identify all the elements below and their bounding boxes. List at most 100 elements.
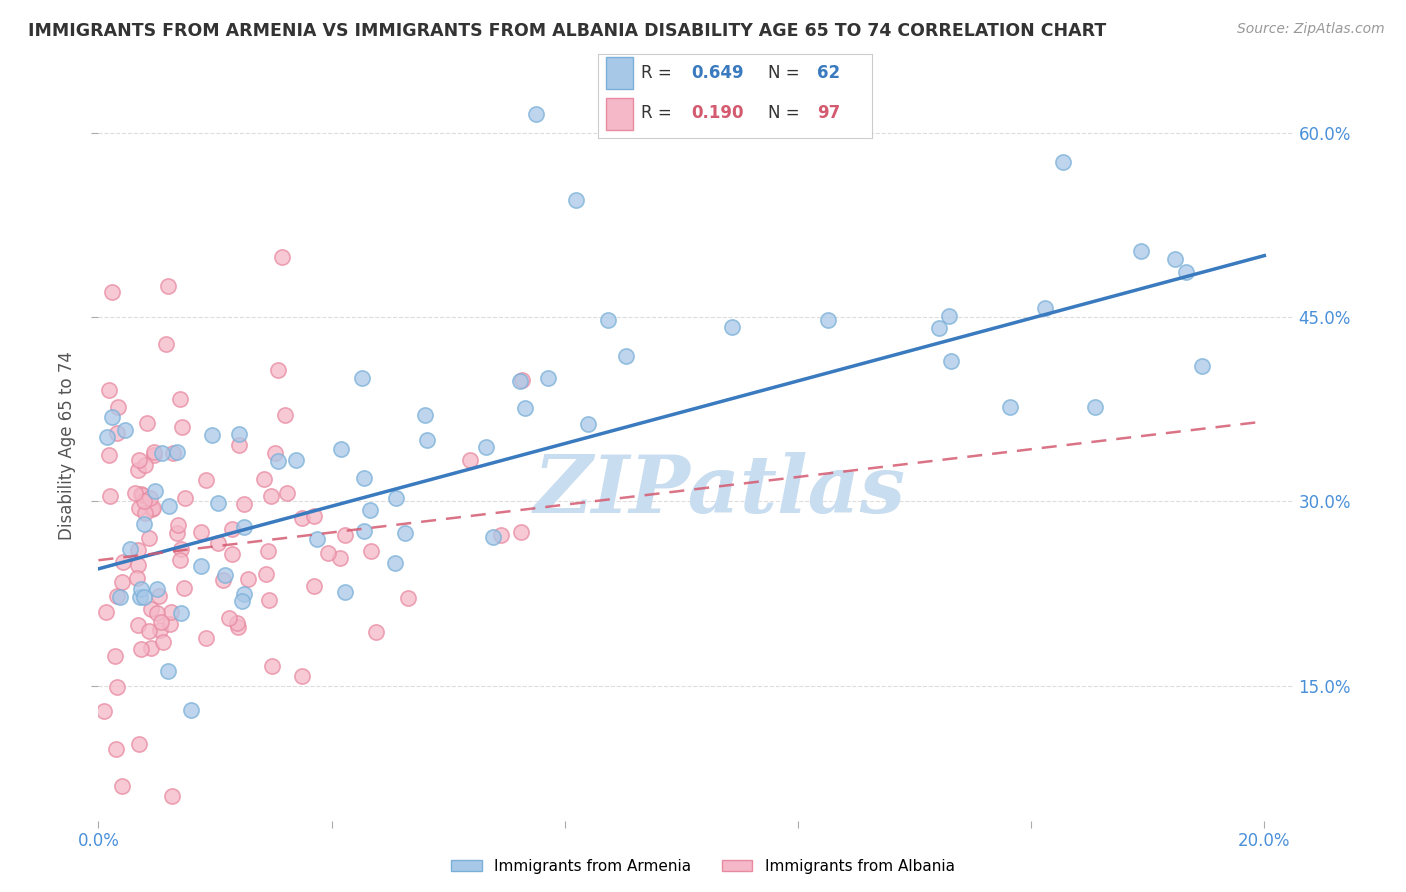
Point <box>127 543 149 558</box>
Text: N =: N = <box>768 63 804 81</box>
Point <box>162 446 184 460</box>
Point <box>127 558 149 572</box>
Point <box>143 444 166 458</box>
Point <box>138 624 160 638</box>
Point <box>214 568 236 582</box>
Point <box>166 444 188 458</box>
Point <box>1084 400 1107 414</box>
Text: R =: R = <box>641 104 678 122</box>
Point <box>180 703 202 717</box>
Point <box>128 737 150 751</box>
Legend: Immigrants from Armenia, Immigrants from Albania: Immigrants from Armenia, Immigrants from… <box>446 853 960 880</box>
Point <box>110 590 132 604</box>
Point <box>360 543 382 558</box>
Point <box>152 635 174 649</box>
Point <box>190 559 212 574</box>
Point <box>481 531 503 545</box>
Point <box>138 491 160 505</box>
Point <box>333 585 356 599</box>
Point <box>145 606 167 620</box>
Point <box>114 423 136 437</box>
Point <box>93 704 115 718</box>
Point <box>111 779 134 793</box>
Point <box>107 401 129 415</box>
Point <box>142 448 165 462</box>
Point <box>129 487 152 501</box>
Point <box>489 528 512 542</box>
Point <box>135 416 157 430</box>
Point <box>524 107 547 121</box>
Point <box>128 501 150 516</box>
Point <box>576 417 599 431</box>
Point <box>138 531 160 545</box>
Point <box>170 541 193 556</box>
Point <box>509 374 531 388</box>
Point <box>1052 155 1074 169</box>
Point <box>156 664 179 678</box>
Point <box>1130 244 1153 259</box>
Text: IMMIGRANTS FROM ARMENIA VS IMMIGRANTS FROM ALBANIA DISABILITY AGE 65 TO 74 CORRE: IMMIGRANTS FROM ARMENIA VS IMMIGRANTS FR… <box>28 22 1107 40</box>
Point <box>97 383 120 397</box>
Point <box>128 590 150 604</box>
Point <box>359 503 381 517</box>
Point <box>166 518 188 533</box>
Point <box>267 454 290 468</box>
Point <box>565 194 588 208</box>
Point <box>149 624 172 638</box>
Point <box>212 574 235 588</box>
Point <box>307 532 329 546</box>
Point <box>416 434 439 448</box>
Point <box>105 425 128 440</box>
Point <box>537 370 560 384</box>
Point <box>329 551 352 566</box>
Text: ZIPatlas: ZIPatlas <box>534 452 905 530</box>
Point <box>598 313 620 327</box>
Point <box>134 506 156 520</box>
Point <box>207 536 229 550</box>
Point <box>228 438 250 452</box>
Point <box>190 524 212 539</box>
Point <box>141 501 163 516</box>
Point <box>366 624 388 639</box>
Point <box>264 446 287 460</box>
Point <box>233 496 256 510</box>
Point <box>143 484 166 499</box>
Point <box>129 642 152 657</box>
Point <box>284 453 307 467</box>
Point <box>134 458 156 472</box>
Point <box>132 590 155 604</box>
Point <box>159 616 181 631</box>
Point <box>194 474 217 488</box>
Point <box>231 594 253 608</box>
Point <box>267 363 290 377</box>
Point <box>174 491 197 505</box>
Point <box>350 371 373 385</box>
Point <box>118 542 141 557</box>
Point <box>170 606 193 620</box>
Point <box>111 575 134 590</box>
Point <box>513 401 536 416</box>
Point <box>105 589 128 603</box>
Point <box>150 446 173 460</box>
Text: 0.190: 0.190 <box>690 104 744 122</box>
Point <box>233 587 256 601</box>
Point <box>141 502 163 516</box>
Point <box>129 582 152 596</box>
Text: 0.649: 0.649 <box>690 63 744 81</box>
Point <box>396 591 419 605</box>
Point <box>353 471 375 485</box>
Point <box>98 489 121 503</box>
Point <box>226 619 249 633</box>
Text: N =: N = <box>768 104 804 122</box>
Point <box>817 312 839 326</box>
Point <box>1000 400 1022 414</box>
Point <box>96 430 118 444</box>
Point <box>333 528 356 542</box>
Point <box>226 615 249 630</box>
Point <box>316 546 339 560</box>
Point <box>104 649 127 664</box>
Point <box>157 500 180 514</box>
Point <box>221 522 243 536</box>
Point <box>460 453 482 467</box>
Point <box>394 525 416 540</box>
